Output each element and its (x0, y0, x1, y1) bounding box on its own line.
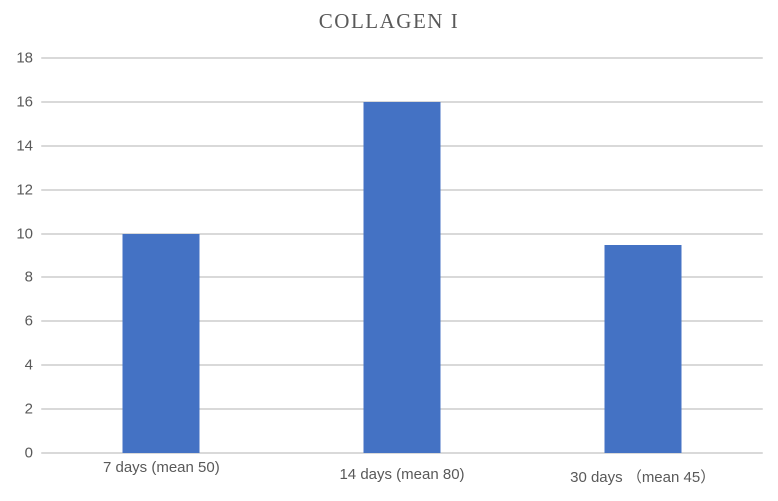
y-tick-label: 0 (24, 444, 33, 462)
chart-title: COLLAGEN I (318, 9, 460, 33)
y-tick-label: 4 (24, 356, 33, 374)
x-axis: 7 days (mean 50) 14 days (mean 80) 30 days… (41, 459, 763, 489)
y-tick-label: 6 (24, 312, 33, 330)
y-tick-label: 2 (24, 400, 33, 418)
gridline (41, 100, 763, 103)
y-axis: 0 2 4 6 8 10 12 14 16 18 (0, 50, 33, 462)
bar (363, 101, 441, 453)
y-tick-label: 8 (24, 268, 33, 286)
x-tick-label: 30 days （mean 45） (570, 469, 716, 486)
y-tick-label: 14 (16, 137, 33, 155)
y-tick-label: 16 (16, 93, 33, 111)
y-tick-label: 12 (16, 181, 33, 199)
gridline (41, 57, 763, 59)
y-tick-label: 10 (16, 225, 33, 243)
bar (604, 244, 682, 453)
x-tick-label: 14 days (mean 80) (339, 466, 465, 483)
x-tick-label: 7 days (mean 50) (102, 459, 220, 476)
y-tick-label: 18 (16, 49, 33, 67)
plot-area (41, 57, 763, 454)
bar (122, 233, 200, 453)
gridline (41, 452, 763, 454)
